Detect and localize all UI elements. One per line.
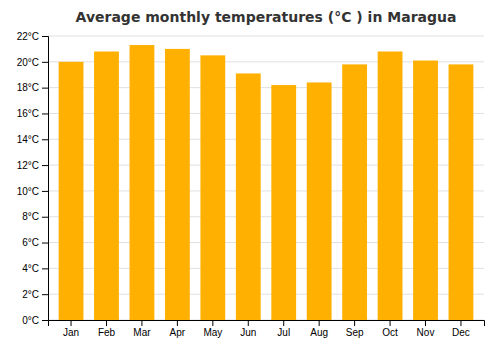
x-tick-mark [425,320,426,326]
bars [59,45,474,320]
y-tick-mark [42,243,48,244]
x-tick-mark [141,320,142,326]
bar [342,64,367,320]
y-tick: 14°C [17,134,48,145]
x-tick-label: Apr [170,327,186,338]
y-tick-mark [42,88,48,89]
bar [236,73,261,320]
y-tick-mark [42,320,48,321]
x-tick-mark [248,320,249,326]
x-tick: Jul [277,320,290,338]
y-tick-mark [42,62,48,63]
y-tick-mark [42,268,48,269]
y-tick-label: 20°C [17,57,39,68]
y-tick-label: 16°C [17,108,39,119]
bar [94,51,119,320]
y-tick-label: 22°C [17,31,39,42]
x-tick-mark [71,320,72,326]
y-tick-mark [42,217,48,218]
grid-line [48,36,484,37]
y-tick: 20°C [17,57,48,68]
x-tick: Jun [240,320,256,338]
y-tick-mark [42,191,48,192]
y-tick: 4°C [22,263,48,274]
x-tick: Dec [452,320,470,338]
x-tick: Aug [310,320,328,338]
x-tick-label: Jul [277,327,290,338]
y-tick-label: 18°C [17,82,39,93]
y-tick: 8°C [22,211,48,222]
x-tick: Oct [382,320,398,338]
y-tick: 0°C [22,315,48,326]
title: Average monthly temperatures (°C ) in Ma… [76,9,457,25]
y-axis-line [42,37,49,321]
x-tick: Jan [63,320,79,338]
y-tick-label: 12°C [17,160,39,171]
y-tick: 18°C [17,82,48,93]
y-tick-label: 14°C [17,134,39,145]
y-tick: 6°C [22,237,48,248]
x-tick-mark [106,320,107,326]
x-axis-line [49,321,485,327]
y-tick-mark [42,113,48,114]
x-tick-label: Mar [133,327,151,338]
bar [59,62,84,320]
x-tick-mark [354,320,355,326]
bar [165,49,190,320]
x-tick: Apr [170,320,186,338]
x-tick-label: Jan [63,327,79,338]
bar [271,85,296,320]
y-tick: 16°C [17,108,48,119]
plot: Jan Feb Mar Apr May Jun Jul Aug Sep Oct Nov Dec 0°C 2… [17,31,485,338]
y-tick-label: 2°C [22,289,39,300]
y-tick-mark [42,165,48,166]
y-tick-label: 0°C [22,315,39,326]
x-tick-mark [177,320,178,326]
bar [413,61,438,320]
x-tick: Nov [417,320,435,338]
x-tick-label: Dec [452,327,470,338]
bar [449,64,474,320]
y-tick: 12°C [17,160,48,171]
x-tick-mark [460,320,461,326]
x-tick-mark [212,320,213,326]
x-tick-label: Jun [240,327,256,338]
x-tick: May [203,320,222,338]
y-tick-label: 4°C [22,263,39,274]
bar [200,55,225,320]
y-tick-label: 6°C [22,237,39,248]
grid [48,36,484,320]
y-axis: 0°C 2°C 4°C 6°C 8°C 10°C 12°C 14°C 16°C 18°C 20°C 2… [17,31,49,326]
x-tick-mark [319,320,320,326]
y-tick: 2°C [22,289,48,300]
x-tick-label: Nov [417,327,435,338]
bar [130,45,155,320]
x-tick: Mar [133,320,151,338]
bar [378,51,403,320]
x-tick-label: Feb [98,327,116,338]
x-tick: Sep [346,320,364,338]
x-tick-mark [283,320,284,326]
y-tick-mark [42,139,48,140]
y-tick-label: 10°C [17,186,39,197]
x-tick: Feb [98,320,116,338]
chart: Jan Feb Mar Apr May Jun Jul Aug Sep Oct Nov Dec 0°C 2… [0,0,500,350]
y-tick-mark [42,294,48,295]
y-tick-label: 8°C [22,211,39,222]
y-tick-mark [42,36,48,37]
x-tick-label: Aug [310,327,328,338]
x-tick-label: May [203,327,222,338]
x-axis: Jan Feb Mar Apr May Jun Jul Aug Sep Oct Nov Dec [49,320,485,338]
x-tick-label: Sep [346,327,364,338]
bar [307,82,332,320]
x-tick-mark [390,320,391,326]
x-tick-label: Oct [382,327,398,338]
y-tick: 22°C [17,31,48,42]
y-tick: 10°C [17,186,48,197]
